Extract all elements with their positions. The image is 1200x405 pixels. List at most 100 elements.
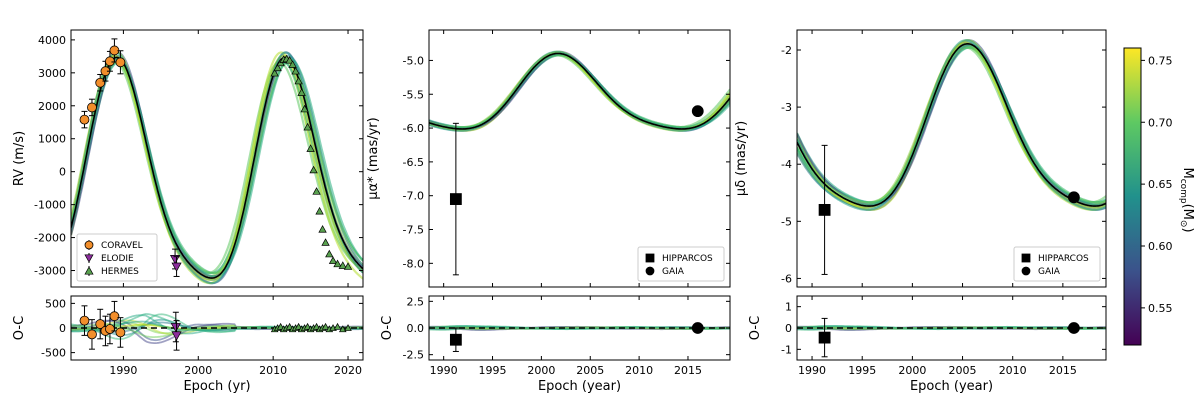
oc-orbit-line xyxy=(797,325,1106,330)
colorbar-tick-label: 0.55 xyxy=(1148,302,1173,315)
data-points xyxy=(449,105,704,276)
model-orbit-line xyxy=(797,46,1106,204)
point-hermes xyxy=(297,88,306,96)
main-ytick-label: 4000 xyxy=(38,34,66,47)
model-orbit-line xyxy=(797,46,1106,204)
model-orbit-line xyxy=(797,46,1106,204)
point-elodie xyxy=(171,262,182,272)
data-points xyxy=(818,144,1080,275)
oc-point-coravel xyxy=(79,315,90,326)
colorbar-ticks: 0.55 0.60 0.65 0.70 0.75 xyxy=(1141,54,1173,315)
oc-ytick-label: -2.5 xyxy=(403,349,424,362)
oc-point-hermes xyxy=(333,322,342,330)
point-gaia xyxy=(1067,191,1080,204)
model-orbit-line xyxy=(797,43,1106,206)
point-coravel xyxy=(79,114,90,125)
model-orbit-line xyxy=(797,43,1106,206)
model-orbit-line xyxy=(797,43,1106,206)
xlabel: Epoch (year) xyxy=(910,379,993,394)
legend-marker xyxy=(1021,266,1031,276)
oc-xtick-label: 1990 xyxy=(109,364,137,377)
main-ytick-label: -4 xyxy=(781,158,792,171)
colorbar-tick-label: 0.60 xyxy=(1148,240,1173,253)
oc-bundle xyxy=(797,325,1106,331)
point-hermes xyxy=(303,122,312,131)
oc-xtick-label: 2010 xyxy=(625,364,653,377)
model-orbit-line xyxy=(797,41,1106,209)
oc-point-gaia xyxy=(691,322,704,334)
main-ytick-label: -8.0 xyxy=(403,257,424,270)
panels: -3000 -2000 -1000 0 1000 2000 3000 4000 RV (m/s)… xyxy=(12,29,1107,394)
main-ytick-label: -7.0 xyxy=(403,190,424,203)
legend-marker xyxy=(84,254,94,263)
legend-label: HIPPARCOS xyxy=(662,254,713,264)
legend-box xyxy=(637,246,725,282)
panel-1: -3000 -2000 -1000 0 1000 2000 3000 4000 RV (m/s)… xyxy=(12,29,364,394)
model-orbit-line xyxy=(797,46,1106,204)
point-hermes xyxy=(312,187,321,195)
main-ytick-label: -5.5 xyxy=(403,88,424,101)
oc-ylabel: O-C xyxy=(12,316,27,340)
oc-ytick-label: -1 xyxy=(781,343,792,356)
main-ytick-label: -3 xyxy=(781,101,792,114)
oc-point-coravel xyxy=(95,319,106,329)
oc-points xyxy=(79,300,352,351)
point-hermes xyxy=(285,55,294,64)
point-hermes xyxy=(291,66,300,75)
point-elodie xyxy=(169,255,181,265)
oc-point-gaia xyxy=(1067,322,1080,334)
main-ytick-label: -5 xyxy=(781,215,792,228)
main-ylabel: μδ (mas/yr) xyxy=(734,121,749,196)
point-hermes xyxy=(338,261,347,269)
main-ytick-label: 2000 xyxy=(38,100,66,113)
panel-2: -8.0 -7.5 -7.0 -6.5 -6.0 -5.5 -5.0 μα* (mas/yr)… xyxy=(366,29,731,394)
oc-point-hipparcos xyxy=(818,331,831,344)
point-hermes xyxy=(328,256,338,264)
legend: CORAVEL ELODIE HERMES xyxy=(76,233,158,282)
point-coravel xyxy=(95,77,106,88)
oc-xtick-label: 2015 xyxy=(674,364,702,377)
oc-xtick-label: 2005 xyxy=(576,364,604,377)
point-hermes xyxy=(300,104,309,113)
legend-marker xyxy=(1021,253,1031,263)
point-hipparcos xyxy=(818,203,831,216)
model-orbit-line xyxy=(797,39,1106,211)
legend-marker xyxy=(84,240,94,250)
point-hermes xyxy=(309,165,318,174)
oc-points xyxy=(449,322,704,352)
oc-xtick-label: 1995 xyxy=(848,364,876,377)
oc-point-hermes xyxy=(338,325,347,333)
point-coravel xyxy=(115,57,126,68)
oc-point-hermes xyxy=(344,324,352,331)
legend-box xyxy=(76,233,158,282)
oc-xtick-label: 2020 xyxy=(334,364,362,377)
point-hermes xyxy=(325,249,334,258)
main-ytick-label: -6 xyxy=(781,272,792,285)
point-hipparcos xyxy=(449,193,462,205)
point-hermes xyxy=(306,144,315,152)
best-fit-line xyxy=(797,43,1106,207)
oc-ylabel: O-C xyxy=(380,316,395,340)
oc-xtick-label: 1990 xyxy=(798,364,826,377)
legend-marker xyxy=(645,253,655,263)
oc-ytick-label: -500 xyxy=(41,347,66,360)
main-ytick-label: -7.5 xyxy=(403,224,424,237)
point-hermes xyxy=(343,262,353,270)
legend-label: HERMES xyxy=(101,267,139,277)
point-hermes xyxy=(270,68,279,77)
point-hermes xyxy=(321,238,330,246)
legend-label: GAIA xyxy=(662,267,685,277)
oc-xtick-label: 2010 xyxy=(999,364,1027,377)
colorbar-tick-label: 0.70 xyxy=(1148,116,1173,129)
model-orbit-line xyxy=(429,53,730,129)
oc-ytick-label: 500 xyxy=(45,297,66,310)
point-gaia xyxy=(691,105,704,118)
main-ytick-label: -2000 xyxy=(34,232,66,245)
oc-point-hipparcos xyxy=(449,333,462,346)
point-hermes xyxy=(288,60,297,68)
main-ylabel: RV (m/s) xyxy=(12,131,27,186)
model-orbit-line xyxy=(797,43,1106,206)
oc-point-coravel xyxy=(115,327,126,338)
legend: HIPPARCOS GAIA xyxy=(1013,246,1101,282)
main-plot-frame xyxy=(70,29,364,288)
